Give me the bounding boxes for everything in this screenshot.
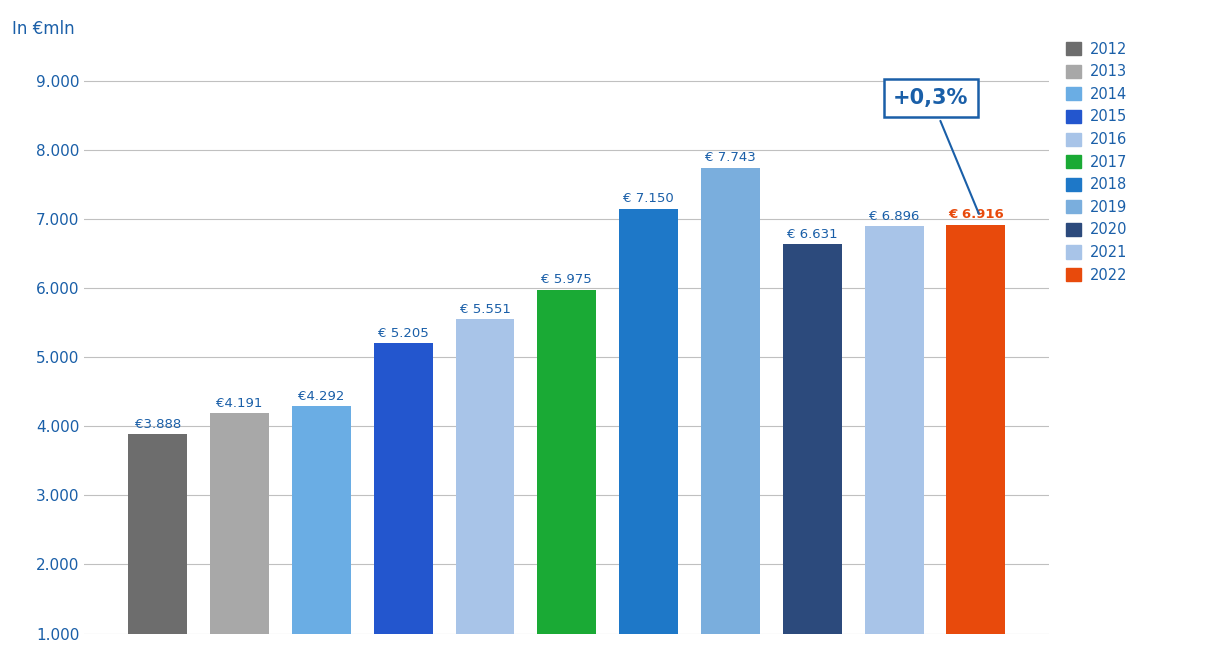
Bar	[292, 406, 351, 660]
Bar	[456, 319, 515, 660]
Bar	[128, 434, 187, 660]
Bar	[619, 209, 678, 660]
Text: € 7.743: € 7.743	[706, 151, 756, 164]
Bar	[701, 168, 760, 660]
Text: € 6.896: € 6.896	[868, 210, 919, 222]
Bar	[210, 413, 269, 660]
Bar	[538, 290, 596, 660]
Text: € 7.150: € 7.150	[624, 192, 674, 205]
Text: € 5.975: € 5.975	[541, 273, 592, 286]
Bar	[865, 226, 924, 660]
Text: € 6.631: € 6.631	[788, 228, 838, 241]
Text: +0,3%: +0,3%	[894, 88, 979, 214]
Text: € 5.551: € 5.551	[459, 303, 510, 315]
Text: € 5.205: € 5.205	[377, 327, 428, 339]
Bar	[374, 343, 433, 660]
Text: In €mln: In €mln	[12, 20, 75, 38]
Text: € 6.916: € 6.916	[948, 209, 1003, 221]
Bar	[947, 225, 1006, 660]
Legend: 2012, 2013, 2014, 2015, 2016, 2017, 2018, 2019, 2020, 2021, 2022: 2012, 2013, 2014, 2015, 2016, 2017, 2018…	[1066, 42, 1126, 282]
Text: €4.191: €4.191	[216, 397, 263, 410]
Bar	[783, 244, 842, 660]
Text: €3.888: €3.888	[135, 418, 181, 430]
Text: €4.292: €4.292	[298, 389, 345, 403]
